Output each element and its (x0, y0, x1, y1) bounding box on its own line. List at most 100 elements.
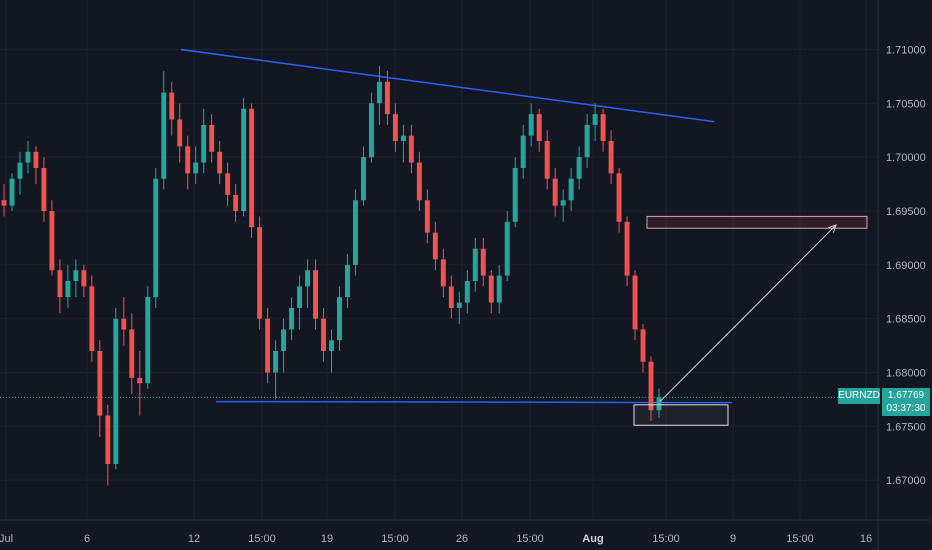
symbol-badge: EURNZD (838, 388, 880, 404)
price-tick-label: 1.67500 (886, 421, 926, 433)
candle-body (153, 178, 159, 298)
lower-support-line[interactable] (215, 400, 733, 404)
candle-body (520, 135, 526, 168)
candle-body (536, 114, 542, 142)
candle-body (257, 227, 263, 319)
candle-body (472, 248, 478, 281)
time-tick-label: 19 (321, 533, 333, 545)
candle-body (169, 92, 175, 120)
candle-body (193, 162, 199, 174)
time-tick-label: 12 (188, 533, 200, 545)
target-zone[interactable] (646, 215, 868, 229)
candle-body (289, 307, 295, 330)
candle-body (49, 211, 55, 271)
candle-body (600, 114, 606, 142)
upper-trendline[interactable] (180, 48, 715, 123)
candle-body (464, 280, 470, 303)
candle-body (17, 162, 23, 179)
candle-body (384, 81, 390, 115)
candle-body (161, 92, 167, 179)
candle-body (360, 157, 366, 201)
chart-grid (0, 0, 878, 520)
candle-body (416, 162, 422, 201)
time-tick-label: 9 (730, 533, 736, 545)
time-tick-label: Jul (0, 533, 13, 545)
candle-body (432, 232, 438, 260)
candle-body (313, 270, 319, 319)
candle-body (488, 275, 494, 303)
candle-body (225, 173, 231, 195)
candle-body (233, 194, 239, 212)
candle-body (632, 275, 638, 330)
candle-body (57, 270, 63, 298)
time-tick-label: 15:00 (652, 533, 680, 545)
time-tick-label: Aug (582, 533, 603, 545)
price-tick-label: 1.70000 (886, 152, 926, 164)
candlestick-series (0, 65, 878, 486)
price-tick-label: 1.68500 (886, 314, 926, 326)
candle-body (568, 178, 574, 201)
time-tick-label: 15:00 (786, 533, 814, 545)
candle-body (329, 340, 334, 351)
price-tick-label: 1.71000 (886, 45, 926, 57)
candle-body (97, 350, 103, 416)
candle-body (105, 415, 111, 465)
candle-body (129, 329, 135, 378)
entry-zone[interactable] (633, 404, 729, 426)
candle-body (496, 275, 502, 303)
candle-body (624, 221, 630, 276)
candle-body (297, 286, 303, 308)
candle-body (448, 286, 454, 308)
candle-body (321, 318, 326, 351)
candle-body (177, 119, 183, 147)
time-tick-label: 16 (860, 533, 872, 545)
time-axis[interactable]: Jul 6 12 15:00 19 15:00 26 15:00 Aug 15:00 9 15:00 1… (0, 519, 932, 545)
candle-body (249, 108, 255, 228)
candle-body (376, 81, 382, 104)
candle-body (480, 248, 486, 276)
candle-body (400, 135, 406, 142)
candle-body (440, 259, 446, 287)
candle-body (640, 329, 646, 362)
candle-body (648, 361, 654, 411)
last-price-label: 1.67769 (887, 390, 925, 401)
candle-countdown-label: 03:37:30 (886, 403, 926, 414)
candle-body (113, 318, 119, 465)
time-tick-label: 15:00 (248, 533, 276, 545)
candle-body (73, 270, 79, 281)
drawing-layer[interactable] (180, 48, 733, 404)
candle-body (89, 286, 95, 351)
candle-body (241, 108, 247, 212)
projection-arrow-head (828, 224, 837, 233)
price-tick-label: 1.68000 (886, 368, 926, 380)
candle-body (544, 141, 550, 179)
price-tick-label: 1.69500 (886, 206, 926, 218)
candle-body (265, 318, 271, 373)
candle-body (504, 221, 510, 276)
candle-body (1, 200, 7, 206)
price-axis[interactable]: 1.71000 1.70500 1.70000 1.69500 1.69000 1.685… (877, 0, 926, 550)
candle-body (201, 124, 207, 163)
candle-body (209, 124, 215, 152)
projection-arrow[interactable] (659, 224, 837, 402)
candle-body (65, 280, 71, 298)
time-tick-label: 15:00 (516, 533, 544, 545)
annotation-layer[interactable] (633, 215, 868, 426)
candle-body (33, 151, 39, 168)
price-tick-label: 1.69000 (886, 260, 926, 272)
candle-body (560, 200, 566, 206)
candle-body (408, 135, 414, 163)
candle-body (592, 114, 598, 125)
candle-body (41, 167, 47, 212)
candle-body (273, 350, 279, 373)
time-tick-label: 26 (456, 533, 468, 545)
candle-body (528, 114, 534, 136)
time-tick-label: 6 (84, 533, 90, 545)
candle-body (352, 200, 358, 265)
candle-body (145, 297, 151, 384)
candle-body (576, 157, 582, 179)
candle-body (656, 397, 662, 411)
candle-body (25, 151, 31, 163)
candle-body (424, 200, 430, 233)
